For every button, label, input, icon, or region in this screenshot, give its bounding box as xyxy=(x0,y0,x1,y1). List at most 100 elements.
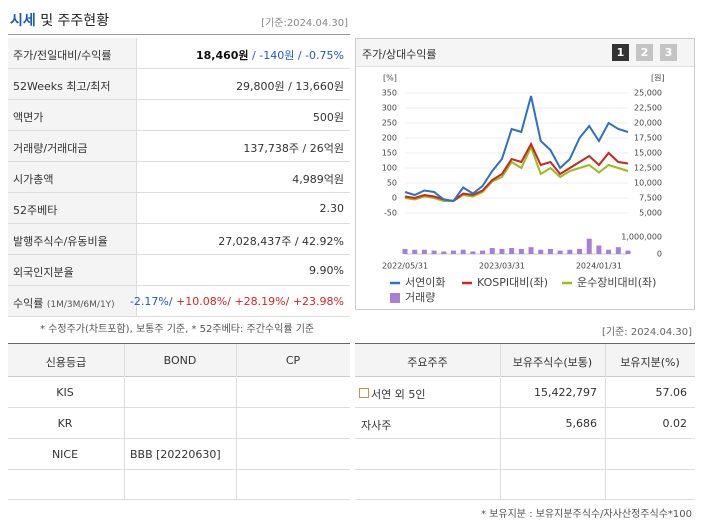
cell: 5,686 xyxy=(565,417,598,430)
cell: KR xyxy=(57,417,73,430)
x-tick-label: 2024/01/31 xyxy=(576,262,622,271)
header-cell: BOND xyxy=(163,354,197,367)
row-label: 수익률 (1M/3M/6M/1Y) xyxy=(13,295,115,311)
value-part: 4,989억원 xyxy=(292,173,344,186)
volume-bar xyxy=(538,249,544,254)
value-part: 42.92% xyxy=(302,235,344,248)
volume-bar xyxy=(509,248,515,254)
value-part: / xyxy=(302,142,307,155)
row-value: 2.30 xyxy=(320,202,345,215)
volume-bar xyxy=(470,251,476,254)
as-of: [기준:2024.04.30] xyxy=(261,18,348,29)
y-tick-label: 0 xyxy=(392,194,397,203)
value-part: 27,028,437주 xyxy=(218,235,292,248)
value-part: 29,800원 xyxy=(236,80,285,93)
row-line xyxy=(355,439,695,470)
value-part: 9.90% xyxy=(309,264,344,277)
rule xyxy=(8,34,350,35)
volume-bar xyxy=(460,249,466,254)
value-part: -0.75% xyxy=(305,49,344,62)
value-part: -2.17%/ xyxy=(129,295,173,308)
row-line xyxy=(136,69,350,100)
value-part: / xyxy=(252,49,256,62)
legend-label: 거래량 xyxy=(405,291,435,304)
value-part: 2.30 xyxy=(319,202,345,215)
volume-bar xyxy=(586,238,592,254)
value-part: / xyxy=(297,49,302,62)
volume-bar xyxy=(402,248,408,254)
cell: BBB [20220630] xyxy=(130,448,221,461)
row-bg xyxy=(8,162,136,193)
chart-button[interactable]: 1 xyxy=(612,44,629,61)
expand-icon xyxy=(359,388,369,398)
cell: 0.02 xyxy=(662,417,688,430)
row-bg xyxy=(8,38,136,69)
cell: 57.06 xyxy=(655,386,688,399)
value-part: / xyxy=(294,235,299,248)
chart-button[interactable]: 3 xyxy=(660,44,677,61)
label-note: (1M/3M/6M/1Y) xyxy=(46,300,115,310)
row-value: 18,460원 / -140원 / -0.75% xyxy=(196,47,344,63)
y2-tick-label: 10,000 xyxy=(634,179,662,188)
row-label: 발행주식수/유동비율 xyxy=(13,233,108,249)
legend-swatch xyxy=(390,293,400,303)
label: 수익률 xyxy=(13,297,44,310)
row-value: 29,800원 / 13,660원 xyxy=(236,78,344,94)
y2-tick-label: 20,000 xyxy=(634,119,662,128)
value-part: 26억원 xyxy=(309,142,344,155)
col-line xyxy=(124,344,125,500)
y-tick-label: 200 xyxy=(382,134,397,143)
volume-bar xyxy=(421,249,427,254)
row-line xyxy=(136,162,350,193)
legend-label: 운수장비대비(좌) xyxy=(577,276,656,289)
volume-bar xyxy=(606,249,612,254)
header-cell: 신용등급 xyxy=(45,356,87,369)
y-unit: [%] xyxy=(383,74,397,83)
value-part: +10.08%/ xyxy=(176,295,231,308)
volume-bar xyxy=(480,250,486,254)
volume-bar xyxy=(499,248,505,254)
y-tick-label: 50 xyxy=(387,179,397,188)
row-value: 137,738주 / 26억원 xyxy=(243,140,344,156)
label: 주가/전일대비/수익률 xyxy=(13,49,112,62)
volume-bar xyxy=(441,251,447,254)
chart-button[interactable]: 2 xyxy=(636,44,653,61)
row-label: 외국인지분율 xyxy=(13,264,74,280)
volume-tick-label: 0 xyxy=(657,250,662,259)
row-value: -2.17%/ +10.08%/ +28.19%/ +23.98% xyxy=(130,295,344,308)
col-line xyxy=(605,344,606,500)
value-part: +28.19%/ xyxy=(234,295,290,308)
volume-bar xyxy=(489,248,495,254)
y2-tick-label: 15,000 xyxy=(634,149,662,158)
chart-title: 주가/상대수익률 xyxy=(362,48,437,61)
row-line xyxy=(136,224,350,255)
y-tick-label: 250 xyxy=(382,119,397,128)
volume-bar xyxy=(615,247,621,254)
series-line xyxy=(404,144,629,202)
y-tick-label: 300 xyxy=(382,104,397,113)
y-tick-label: 150 xyxy=(382,149,397,158)
label: 52주베타 xyxy=(13,204,58,217)
footnote-2: * 보유지분 : 보유지분주식수/자사산정주식수*100 xyxy=(481,509,692,520)
label: 52Weeks 최고/최저 xyxy=(13,80,111,93)
row-line xyxy=(8,377,350,408)
label: 거래량/거래대금 xyxy=(13,142,88,155)
row-line xyxy=(8,470,350,500)
row-line xyxy=(136,193,350,224)
cell: 서연 외 5인 xyxy=(371,388,426,401)
row-bg xyxy=(8,255,136,286)
row-line xyxy=(355,470,695,500)
x-tick-label: 2023/03/31 xyxy=(479,262,525,271)
table-header-bg xyxy=(8,344,350,377)
y-tick-label: -50 xyxy=(384,209,397,218)
y2-tick-label: 12,500 xyxy=(634,164,662,173)
x-tick-label: 2022/05/31 xyxy=(382,262,428,271)
value-part: 500원 xyxy=(312,111,344,124)
label: 액면가 xyxy=(13,111,44,124)
row-bg xyxy=(8,131,136,162)
header-cell: 보유지분(%) xyxy=(620,356,680,369)
volume-tick-label: 1,000,000 xyxy=(621,233,662,242)
row-label: 액면가 xyxy=(13,109,43,125)
value-part: 137,738주 xyxy=(243,142,300,155)
